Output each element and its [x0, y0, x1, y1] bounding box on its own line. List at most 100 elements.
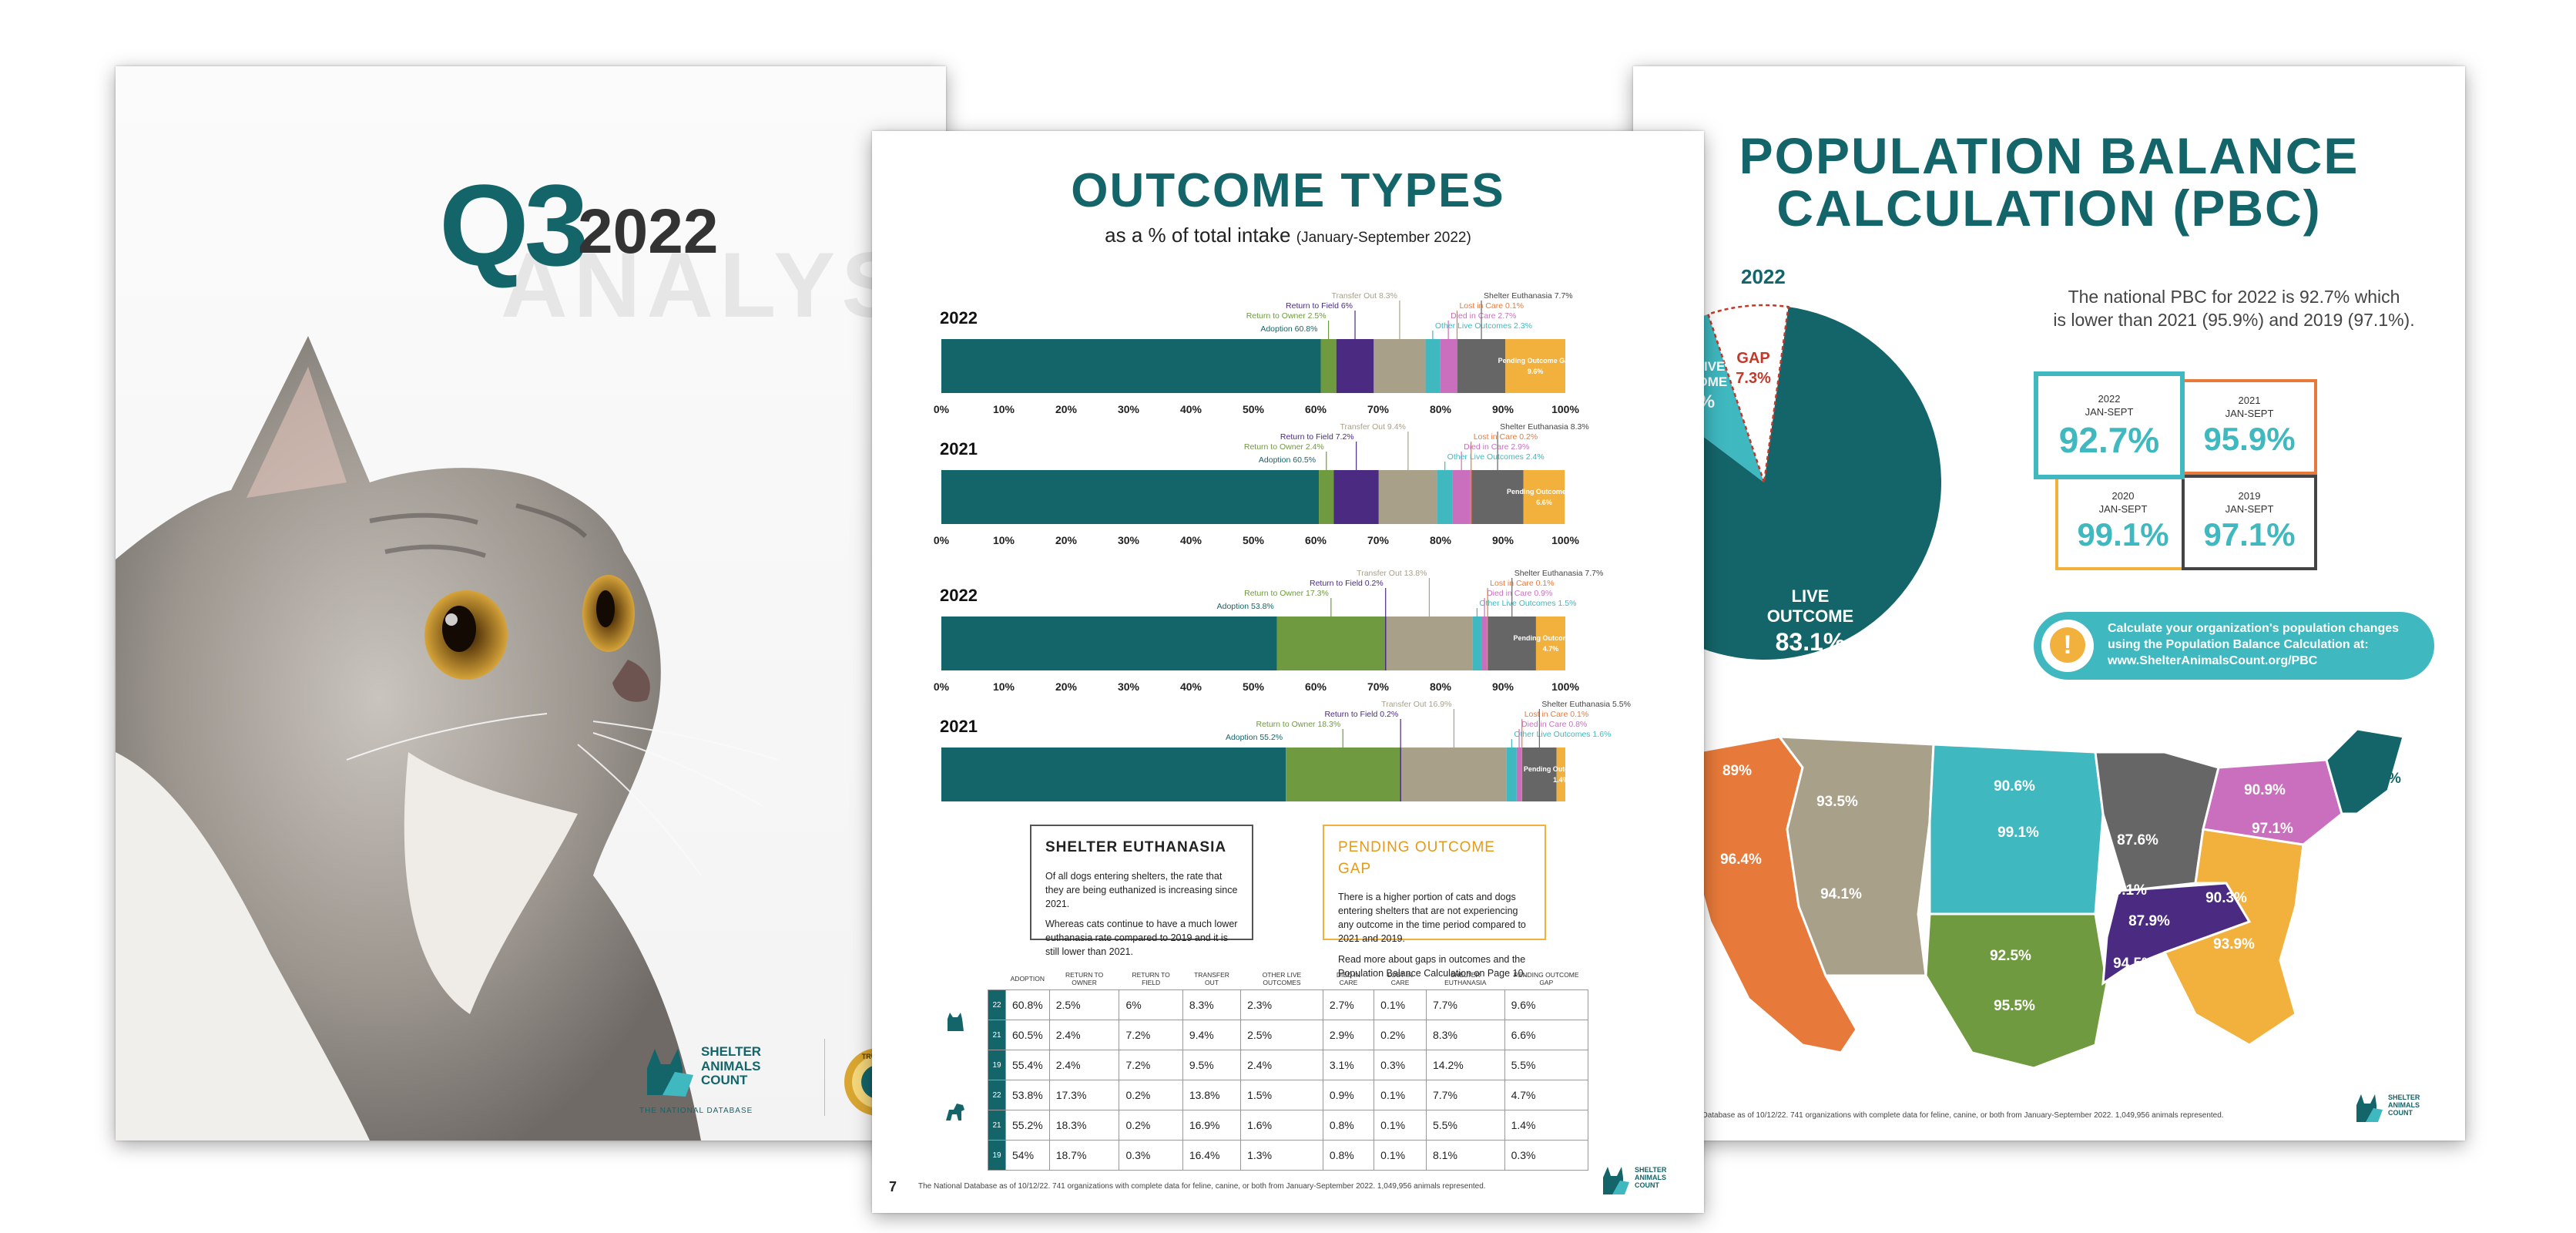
- table-cell: 8.3%: [1426, 1020, 1505, 1051]
- outcome-footer-logo-icon: [1603, 1167, 1629, 1194]
- table-cell: 0.1%: [1374, 1110, 1427, 1141]
- axis-tick-1-1: 10%: [993, 534, 1015, 546]
- bar-segment-value-3-8: 1.4%: [1553, 776, 1569, 784]
- pie-label-gap: GAP: [1736, 350, 1769, 367]
- table-cell: 2.9%: [1322, 1020, 1375, 1051]
- axis-tick-2-5: 50%: [1243, 680, 1265, 693]
- table-cell: 13.8%: [1182, 1080, 1242, 1111]
- table-cell: 18.7%: [1048, 1140, 1120, 1171]
- table-row-year: 19: [988, 1050, 1006, 1081]
- pbc-page: POPULATION BALANCE CALCULATION (PBC) 202…: [1633, 66, 2465, 1141]
- table-cell: 0.2%: [1119, 1080, 1183, 1111]
- outcome-types-page: OUTCOME TYPES as a % of total intake (Ja…: [872, 131, 1704, 1213]
- cover-page: ANALYSIS Q3 2022: [116, 66, 946, 1141]
- axis-tick-1-7: 70%: [1367, 534, 1390, 546]
- pie-slice-2: [1706, 304, 1789, 483]
- axis-tick-2-3: 30%: [1118, 680, 1140, 693]
- table-row: 22 53.8% 17.3% 0.2% 13.8% 1.5% 0.9% 0.1% 7.7% 4.7…: [988, 1080, 1589, 1111]
- table-row: 21 55.2% 18.3% 0.2% 16.9% 1.6% 0.8% 0.1% 5.5% 1.4…: [988, 1110, 1589, 1141]
- outcome-footer-logo-text: SHELTER ANIMALS COUNT: [1635, 1166, 1666, 1190]
- bar-segment-label-1-3: Transfer Out 9.4%: [1340, 422, 1405, 432]
- cover-analysis-word: ANALYSIS: [501, 233, 946, 337]
- stacked-bar-chart-2: 2022 Adoption 53.8% Return to Owner 17.3%R…: [934, 569, 1603, 693]
- table-header-0: ADOPTION: [1010, 975, 1045, 983]
- bar-segment-label-0-2: Return to Field 6%: [1286, 301, 1353, 311]
- table-header-5: DIED IN CARE: [1336, 971, 1361, 987]
- table-cell: 7.2%: [1119, 1020, 1183, 1051]
- pbc-banner: ! Calculate your organization's populati…: [2034, 612, 2434, 680]
- bar-year-label-3: 2021: [940, 717, 978, 736]
- map-region-3: [1924, 912, 2108, 1070]
- table-cell: 1.6%: [1240, 1110, 1323, 1141]
- bar-segment-label-2-5: Died in Care 0.9%: [1487, 589, 1552, 598]
- table-cell: 2.4%: [1048, 1020, 1120, 1051]
- pie-label-live-value: 83.1%: [1776, 628, 1846, 656]
- pbc-box-value: 99.1%: [2077, 516, 2169, 553]
- map-value-bottom-1: 94.1%: [1820, 886, 1862, 902]
- map-region-6: [2162, 828, 2305, 1047]
- map-value-bottom-8: 98.7%: [2360, 771, 2401, 787]
- table-cell: 0.1%: [1374, 1140, 1427, 1171]
- table-header-1: RETURN TO OWNER: [1065, 971, 1104, 987]
- axis-tick-2-10: 100%: [1551, 680, 1579, 693]
- bar-segment-0-4: [1425, 339, 1441, 393]
- bar-segment-1-1: [1319, 470, 1334, 524]
- bar-segment-label-3-3: Transfer Out 16.9%: [1381, 700, 1451, 709]
- gap-box-p2: Read more about gaps in outcomes and the…: [1338, 953, 1526, 979]
- outcome-page-number: 7: [889, 1179, 897, 1194]
- table-cell: 6.6%: [1504, 1020, 1589, 1051]
- table-row-year: 21: [988, 1110, 1006, 1141]
- axis-tick-0-0: 0%: [934, 403, 950, 415]
- axis-tick-0-2: 20%: [1055, 403, 1078, 415]
- bar-segment-0-1: [1320, 339, 1337, 393]
- outcome-subtitle-main: as a % of total intake: [1105, 223, 1291, 247]
- bar-segment-label-3-6: Lost in Care 0.1%: [1524, 710, 1588, 719]
- bar-segment-label-2-2: Return to Field 0.2%: [1310, 579, 1384, 588]
- bar-segment-label-0-8: Pending Outcome Gap: [1498, 357, 1574, 365]
- axis-tick-2-4: 40%: [1180, 680, 1202, 693]
- axis-tick-2-2: 20%: [1055, 680, 1078, 693]
- map-value-bottom-7: 97.1%: [2252, 821, 2293, 837]
- table-corner: [988, 968, 1006, 990]
- table-cell: 16.4%: [1182, 1140, 1242, 1171]
- axis-tick-2-1: 10%: [993, 680, 1015, 693]
- map-region-8: [2325, 727, 2405, 815]
- stacked-bar-chart-1: 2021 Adoption 60.5% Return to Owner 2.4%Re…: [934, 422, 1589, 546]
- pbc-box-year: 2022: [2098, 393, 2121, 405]
- cover-divider: [824, 1039, 825, 1116]
- bar-segment-label-2-0: Adoption 53.8%: [1217, 602, 1274, 611]
- bar-segment-label-2-6: Lost in Care 0.1%: [1490, 579, 1554, 588]
- axis-tick-2-7: 70%: [1367, 680, 1390, 693]
- bar-segment-2-5: [1481, 616, 1488, 670]
- pbc-footer-logo-text: SHELTER ANIMALS COUNT: [2388, 1094, 2420, 1117]
- bar-segment-3-1: [1286, 748, 1400, 801]
- axis-tick-2-6: 60%: [1305, 680, 1327, 693]
- banner-text: Calculate your organization's population…: [2108, 621, 2431, 669]
- banner-url[interactable]: www.ShelterAnimalsCount.org/PBC: [2108, 653, 2318, 667]
- outcome-footer-logo-line2: ANIMALS: [1635, 1173, 1666, 1181]
- table-cell: 0.9%: [1322, 1080, 1375, 1111]
- table-row: 19 54% 18.7% 0.3% 16.4% 1.3% 0.8% 0.1% 8.1% 0.3%: [988, 1140, 1589, 1171]
- bar-segment-1-8: [1523, 470, 1565, 524]
- table-cell: 0.2%: [1119, 1110, 1183, 1141]
- pie-slice-0: [1633, 307, 1941, 660]
- pbc-box-period: JAN-SEPT: [2098, 502, 2148, 515]
- table-cell: 0.3%: [1504, 1140, 1589, 1171]
- map-value-bottom-2: 99.1%: [1997, 825, 2039, 841]
- axis-tick-0-7: 70%: [1367, 403, 1390, 415]
- cover-q-label: Q3: [439, 160, 589, 290]
- map-value-bottom-5: 94.5%: [2113, 956, 2155, 972]
- cover-logo-line1: SHELTER: [701, 1044, 762, 1059]
- bar-segment-label-1-6: Lost in Care 0.2%: [1474, 432, 1538, 442]
- bar-segment-label-3-0: Adoption 55.2%: [1226, 733, 1283, 742]
- axis-tick-2-8: 80%: [1430, 680, 1452, 693]
- bar-segment-label-2-1: Return to Owner 17.3%: [1244, 589, 1329, 598]
- euthanasia-box-p2: Whereas cats continue to have a much low…: [1045, 918, 1238, 958]
- exclamation-icon: !: [2050, 627, 2085, 663]
- axis-tick-0-4: 40%: [1180, 403, 1202, 415]
- table-cell: 2.5%: [1240, 1020, 1323, 1051]
- pbc-box-2020: 2020 JAN-SEPT 99.1%: [2055, 475, 2191, 570]
- table-cell: 14.2%: [1426, 1050, 1505, 1081]
- table-cell: 0.2%: [1374, 1020, 1427, 1051]
